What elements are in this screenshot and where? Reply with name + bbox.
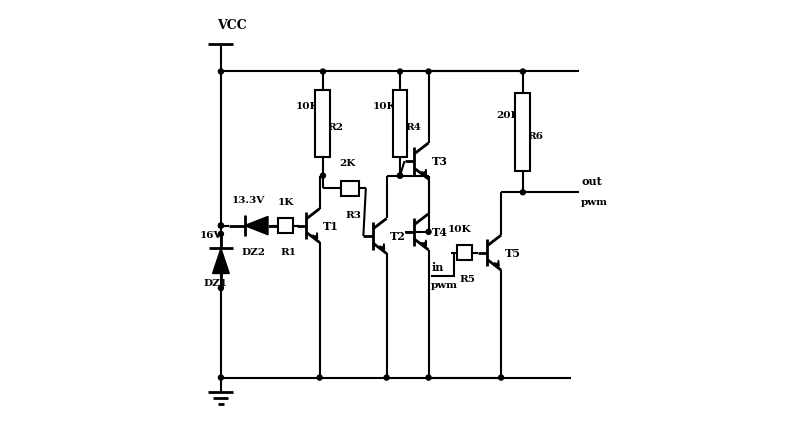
Circle shape — [218, 375, 223, 380]
Bar — [457, 245, 472, 260]
Text: R2: R2 — [328, 123, 344, 132]
Text: DZ2: DZ2 — [242, 248, 266, 257]
Circle shape — [321, 69, 326, 74]
Text: 10K: 10K — [448, 225, 471, 234]
Text: T1: T1 — [323, 221, 339, 232]
Bar — [278, 218, 293, 233]
Circle shape — [426, 375, 431, 380]
Circle shape — [520, 190, 526, 195]
Circle shape — [426, 229, 431, 234]
Text: 20K: 20K — [496, 111, 519, 120]
Text: in: in — [431, 262, 444, 273]
Text: VCC: VCC — [217, 19, 246, 32]
Circle shape — [398, 173, 402, 178]
Polygon shape — [213, 249, 230, 273]
Text: T4: T4 — [432, 227, 448, 238]
Circle shape — [321, 173, 326, 178]
Circle shape — [218, 223, 223, 228]
Circle shape — [384, 375, 389, 380]
Bar — [393, 90, 407, 157]
Text: out: out — [581, 176, 602, 187]
Circle shape — [426, 69, 431, 74]
Text: T3: T3 — [432, 156, 448, 167]
Text: 16V: 16V — [200, 232, 222, 241]
Text: DZ1: DZ1 — [203, 279, 227, 288]
Circle shape — [317, 375, 322, 380]
Circle shape — [520, 69, 526, 74]
Text: R6: R6 — [528, 132, 544, 141]
Text: pwm: pwm — [431, 281, 458, 290]
Text: 13.3V: 13.3V — [231, 196, 265, 205]
Circle shape — [218, 69, 223, 74]
Circle shape — [218, 223, 223, 228]
Text: R4: R4 — [405, 123, 421, 132]
Text: T5: T5 — [505, 248, 521, 259]
Text: R5: R5 — [459, 275, 475, 284]
Circle shape — [218, 231, 223, 236]
Text: pwm: pwm — [581, 198, 608, 207]
Text: 1K: 1K — [278, 198, 294, 207]
Circle shape — [498, 375, 504, 380]
Bar — [315, 90, 330, 157]
Bar — [342, 181, 358, 195]
Circle shape — [218, 286, 223, 290]
Bar — [515, 93, 530, 170]
Text: T2: T2 — [390, 231, 406, 242]
Text: 10K: 10K — [373, 103, 397, 111]
Text: 2K: 2K — [340, 160, 356, 168]
Polygon shape — [245, 216, 268, 235]
Text: R1: R1 — [281, 248, 297, 257]
Text: 10K: 10K — [296, 103, 319, 111]
Circle shape — [398, 173, 402, 178]
Text: R3: R3 — [345, 211, 361, 220]
Circle shape — [398, 69, 402, 74]
